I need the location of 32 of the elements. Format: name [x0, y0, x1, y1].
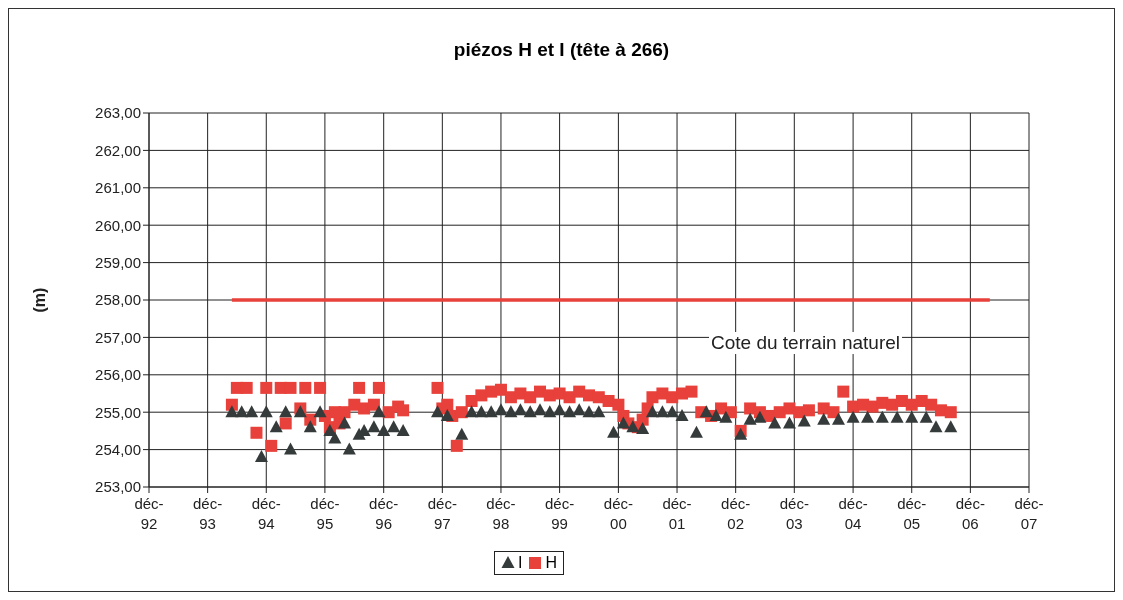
- y-tick-label: 260,00: [95, 216, 141, 234]
- y-tick-label: 257,00: [95, 328, 141, 346]
- legend-label: H: [545, 554, 557, 572]
- y-tick-label: 258,00: [95, 291, 141, 309]
- x-tick-label: déc-92: [134, 495, 164, 532]
- x-tick-label: déc-96: [369, 495, 399, 532]
- y-tick-label: 262,00: [95, 141, 141, 159]
- x-tick-label: déc-97: [427, 495, 457, 532]
- annotation: Cote du terrain naturel: [709, 332, 903, 354]
- chart-title: piézos H et I (tête à 266): [452, 39, 671, 62]
- x-tick-label: déc-98: [486, 495, 516, 532]
- y-tick-label: 261,00: [95, 179, 141, 197]
- y-tick-label: 256,00: [95, 366, 141, 384]
- y-tick-label: 259,00: [95, 253, 141, 271]
- x-tick-label: déc-95: [310, 495, 340, 532]
- x-tick-label: déc-03: [779, 495, 809, 532]
- y-tick-label: 253,00: [95, 478, 141, 496]
- legend-label: I: [517, 554, 523, 572]
- y-axis-title: (m): [30, 287, 48, 313]
- y-tick-label: 255,00: [95, 403, 141, 421]
- x-tick-label: déc-93: [193, 495, 223, 532]
- y-tick-label: 254,00: [95, 440, 141, 458]
- x-tick-label: déc-05: [897, 495, 927, 532]
- x-tick-label: déc-02: [721, 495, 751, 532]
- x-tick-label: déc-01: [662, 495, 692, 532]
- x-tick-label: déc-06: [955, 495, 985, 532]
- x-tick-label: déc-07: [1014, 495, 1044, 532]
- x-tick-label: déc-00: [603, 495, 633, 532]
- x-tick-label: déc-99: [545, 495, 575, 532]
- y-tick-label: 263,00: [95, 104, 141, 122]
- x-tick-label: déc-94: [251, 495, 281, 532]
- x-tick-label: déc-04: [838, 495, 868, 532]
